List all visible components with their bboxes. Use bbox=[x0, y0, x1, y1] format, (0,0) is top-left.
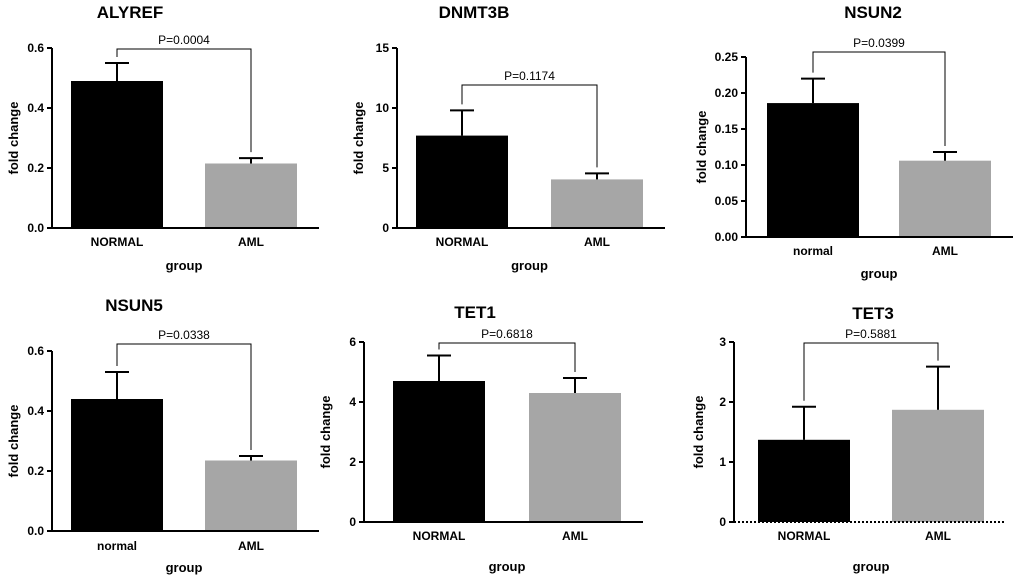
y-tick-label: 0.0 bbox=[27, 221, 44, 235]
y-tick-label: 0 bbox=[719, 515, 726, 529]
y-tick-label: 0.25 bbox=[715, 50, 739, 64]
y-tick-label: 4 bbox=[349, 395, 356, 409]
significance-bracket bbox=[116, 343, 252, 450]
x-tick-label: AML bbox=[932, 244, 958, 258]
y-tick-label: 0 bbox=[382, 221, 389, 235]
p-value-label: P=0.0338 bbox=[158, 328, 210, 342]
p-value-label: P=0.5881 bbox=[845, 327, 897, 341]
bar-aml bbox=[529, 393, 621, 522]
x-tick-label: NORMAL bbox=[436, 235, 489, 249]
x-tick-label: NORMAL bbox=[778, 529, 831, 543]
y-axis-label: fold change bbox=[318, 396, 333, 469]
chart-title: TET3 bbox=[852, 304, 894, 323]
y-tick-label: 0.15 bbox=[715, 122, 739, 136]
y-tick-label: 3 bbox=[719, 335, 726, 349]
chart-title: ALYREF bbox=[97, 3, 163, 22]
y-tick-label: 1 bbox=[719, 455, 726, 469]
x-axis-label: group bbox=[511, 258, 548, 273]
significance-bracket bbox=[812, 51, 946, 147]
bar-normal bbox=[393, 381, 485, 522]
significance-bracket bbox=[116, 48, 252, 153]
y-tick-label: 10 bbox=[376, 101, 390, 115]
y-tick-label: 0.10 bbox=[715, 158, 739, 172]
y-tick-label: 0.4 bbox=[27, 404, 44, 418]
y-tick-label: 5 bbox=[382, 161, 389, 175]
y-axis-label: fold change bbox=[6, 102, 21, 175]
p-value-label: P=0.0004 bbox=[158, 33, 210, 47]
y-tick-label: 0.2 bbox=[27, 161, 44, 175]
x-tick-label: NORMAL bbox=[91, 235, 144, 249]
significance-bracket bbox=[803, 342, 939, 401]
x-axis-label: group bbox=[166, 258, 203, 273]
y-axis-label: fold change bbox=[691, 396, 706, 469]
x-axis-label: group bbox=[853, 559, 890, 574]
bar-aml bbox=[899, 160, 991, 237]
p-value-label: P=0.1174 bbox=[504, 69, 555, 83]
y-axis-label: fold change bbox=[351, 102, 366, 175]
chart-title: NSUN5 bbox=[105, 296, 163, 315]
y-tick-label: 0.4 bbox=[27, 101, 44, 115]
y-tick-label: 0 bbox=[349, 515, 356, 529]
y-tick-label: 0.05 bbox=[715, 194, 739, 208]
chart-title: NSUN2 bbox=[844, 3, 902, 22]
x-tick-label: AML bbox=[562, 529, 588, 543]
y-tick-label: 0.20 bbox=[715, 86, 739, 100]
y-tick-label: 0.0 bbox=[27, 524, 44, 538]
x-tick-label: AML bbox=[925, 529, 951, 543]
bar-normal bbox=[416, 135, 508, 228]
bar-aml bbox=[205, 460, 297, 531]
y-tick-label: 2 bbox=[349, 455, 356, 469]
y-tick-label: 0.2 bbox=[27, 464, 44, 478]
p-value-label: P=0.6818 bbox=[481, 327, 533, 341]
bar-normal bbox=[767, 103, 859, 237]
significance-bracket bbox=[438, 342, 576, 372]
bar-aml bbox=[205, 163, 297, 228]
y-tick-label: 2 bbox=[719, 395, 726, 409]
y-tick-label: 6 bbox=[349, 335, 356, 349]
bar-aml bbox=[892, 409, 984, 522]
x-tick-label: NORMAL bbox=[413, 529, 466, 543]
y-tick-label: 0.6 bbox=[27, 41, 44, 55]
y-tick-label: 0.00 bbox=[715, 230, 739, 244]
bar-aml bbox=[551, 179, 643, 228]
y-axis-label: fold change bbox=[6, 405, 21, 478]
chart-title: TET1 bbox=[454, 303, 496, 322]
significance-bracket bbox=[461, 84, 598, 168]
bar-normal bbox=[71, 81, 163, 228]
x-tick-label: AML bbox=[584, 235, 610, 249]
y-axis-label: fold change bbox=[694, 111, 709, 184]
bar-normal bbox=[71, 399, 163, 531]
x-tick-label: normal bbox=[793, 244, 833, 258]
x-tick-label: AML bbox=[238, 235, 264, 249]
bar-normal bbox=[758, 439, 850, 522]
x-axis-label: group bbox=[489, 559, 526, 574]
x-tick-label: AML bbox=[238, 539, 264, 553]
x-axis-label: group bbox=[166, 560, 203, 575]
x-axis-label: group bbox=[861, 266, 898, 281]
chart-title: DNMT3B bbox=[439, 3, 510, 22]
p-value-label: P=0.0399 bbox=[853, 36, 905, 50]
x-tick-label: normal bbox=[97, 539, 137, 553]
y-tick-label: 0.6 bbox=[27, 344, 44, 358]
y-tick-label: 15 bbox=[376, 41, 390, 55]
